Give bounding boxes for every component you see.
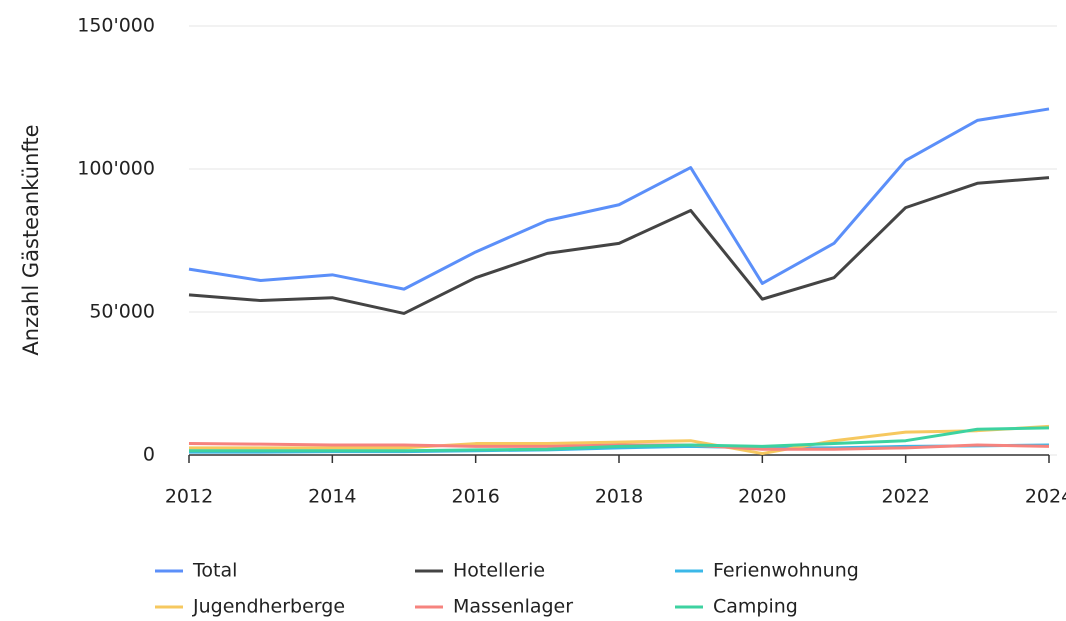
y-tick-label: 150'000	[77, 15, 155, 37]
series-line	[188, 176, 1050, 315]
x-tick-label: 2020	[738, 486, 786, 508]
x-tick-label: 2016	[451, 486, 499, 508]
legend-label: Jugendherberge	[192, 596, 345, 618]
legend-label: Total	[192, 560, 237, 582]
series-line	[189, 424, 1050, 456]
legend-label: Camping	[713, 596, 798, 618]
x-tick-label: 2022	[881, 486, 929, 508]
y-tick-label: 0	[143, 444, 155, 466]
legend-label: Hotellerie	[453, 560, 545, 582]
x-tick-label: 2014	[308, 486, 356, 508]
x-tick-label: 2024	[1025, 486, 1066, 508]
series-line	[188, 107, 1050, 291]
legend-label: Massenlager	[453, 596, 573, 618]
legend-label: Ferienwohnung	[713, 560, 859, 582]
series-line	[189, 426, 1050, 453]
y-tick-label: 100'000	[77, 158, 155, 180]
x-tick-label: 2018	[595, 486, 643, 508]
y-axis-label: Anzahl Gästeankünfte	[19, 124, 43, 355]
x-tick-label: 2012	[165, 486, 213, 508]
y-tick-label: 50'000	[89, 301, 155, 323]
